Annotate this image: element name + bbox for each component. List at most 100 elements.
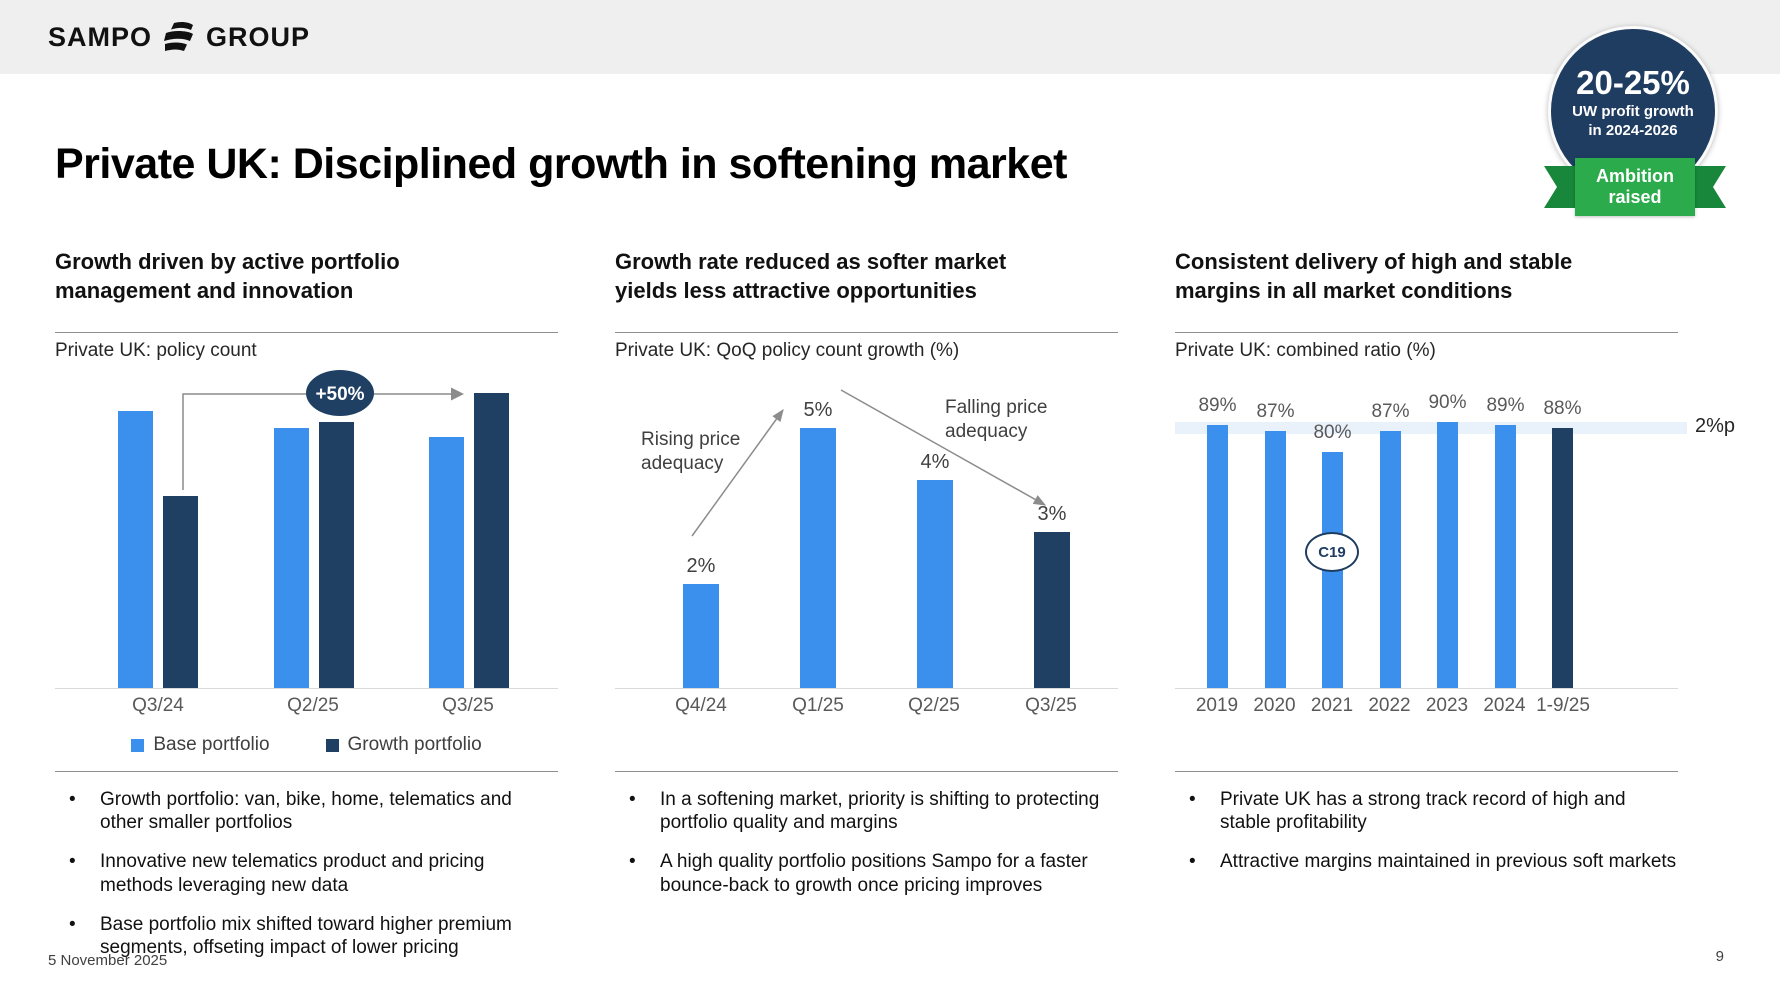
badge-value: 20-25% [1576,64,1690,101]
bar [319,422,354,688]
divider [1175,771,1678,772]
x-axis-label: Q3/25 [1025,695,1077,716]
bullet: A high quality portfolio positions Sampo… [629,850,1118,896]
combined-ratio-chart: 89% 87% 80% 87% 90% 89% 88% 2%p C19 [1175,368,1735,689]
column-3-bullets: Private UK has a strong track record of … [1175,788,1678,874]
header-band [0,0,1780,74]
legend-item-base-portfolio: Base portfolio [131,734,270,756]
chart-3-label: Private UK: combined ratio (%) [1175,340,1436,361]
bar-value-label: 5% [803,399,833,421]
ambition-ribbon: Ambition raised [1544,158,1726,216]
divider [615,771,1118,772]
chart-1-legend: Base portfolio Growth portfolio [55,719,558,771]
column-policy-count: Growth driven by active portfolio manage… [55,248,558,975]
bullet: Private UK has a strong track record of … [1189,788,1678,834]
divider [55,771,558,772]
badge-subtitle-1: UW profit growth [1572,102,1694,120]
bar [1380,431,1401,688]
bullet: Base portfolio mix shifted toward higher… [69,913,558,959]
bar [1034,532,1070,688]
bar [474,393,509,688]
sampo-group-logo: SAMPO GROUP [48,20,310,54]
page-title: Private UK: Disciplined growth in soften… [55,140,1067,188]
svg-text:+50%: +50% [315,384,364,405]
bar [429,437,464,688]
bar [1207,425,1228,688]
bar-value-label: 89% [1198,395,1237,416]
bar [163,496,198,688]
x-axis-label: Q2/25 [908,695,960,716]
divider [615,332,1118,333]
chart-annotation-overlay [691,389,1047,537]
chart-3-legend-spacer [1175,719,1678,771]
bar-value-label: 90% [1428,392,1467,413]
x-axis-label: Q1/25 [792,695,844,716]
covid-19-marker: C19 [1305,532,1359,572]
bar-value-label: 3% [1037,503,1067,525]
sampo-s-icon [162,20,196,54]
chart-1-label: Private UK: policy count [55,340,257,361]
divider [55,332,558,333]
x-axis-label: Q4/24 [675,695,727,716]
column-2-heading: Growth rate reduced as softer market yie… [615,249,1007,303]
bar-value-label: 89% [1486,395,1525,416]
x-axis-label: 2022 [1368,695,1411,716]
bar [1495,425,1516,688]
legend-label-base: Base portfolio [153,734,270,755]
ambition-badge: 20-25% UW profit growth in 2024-2026 Amb… [1544,24,1728,220]
legend-swatch-growth [325,738,339,752]
bar [118,411,153,688]
divider [1175,332,1678,333]
qoq-growth-chart: 2% 5% 4% 3% Rising price adequacy Falling pri… [615,368,1118,689]
column-2-bullets: In a softening market, priority is shift… [615,788,1118,897]
bar [274,428,309,688]
policy-count-chart: +50% [55,368,558,689]
bullet: In a softening market, priority is shift… [629,788,1118,834]
bullet: Growth portfolio: van, bike, home, telem… [69,788,558,834]
bar-value-label: 2% [686,555,716,577]
bar [800,428,836,688]
chart-1-x-axis: Q3/24 Q2/25 Q3/25 [55,689,558,719]
column-qoq-growth: Growth rate reduced as softer market yie… [615,248,1118,975]
badge-subtitle-2: in 2024-2026 [1588,122,1678,140]
chart-2-x-axis: Q4/24 Q1/25 Q2/25 Q3/25 [615,689,1118,719]
x-axis-label: 2020 [1253,695,1296,716]
column-1-bullets: Growth portfolio: van, bike, home, telem… [55,788,558,959]
chart-2-label: Private UK: QoQ policy count growth (%) [615,340,960,361]
bar-value-label: 87% [1371,401,1410,422]
logo-text-group: GROUP [206,21,311,52]
ribbon-line-1: Ambition [1596,166,1674,187]
bar [917,480,953,688]
column-3-heading: Consistent delivery of high and stable m… [1175,249,1573,303]
x-axis-label: Q3/25 [442,695,494,716]
ribbon-banner: Ambition raised [1575,158,1695,216]
bar-value-label: 4% [920,451,950,473]
x-axis-label: 1-9/25 [1536,695,1590,716]
annotation-falling-price-adequacy: Falling price adequacy [945,397,1048,442]
bar [1437,422,1458,688]
footer-date: 5 November 2025 [48,952,168,969]
legend-swatch-base [131,738,145,752]
x-axis-label: Q3/24 [132,695,184,716]
bar-value-label: 80% [1313,422,1352,443]
ambition-badge-circle: 20-25% UW profit growth in 2024-2026 [1548,26,1718,196]
x-axis-label: Q2/25 [287,695,339,716]
x-axis-label: 2019 [1195,695,1239,716]
page-number: 9 [1715,948,1724,965]
x-axis-label: 2024 [1483,695,1526,716]
content-columns: Growth driven by active portfolio manage… [55,248,1735,975]
bullet: Attractive margins maintained in previou… [1189,850,1678,873]
legend-label-growth: Growth portfolio [347,734,482,755]
band-label-2pp: 2%p [1695,415,1736,437]
logo-text-sampo: SAMPO [48,21,153,52]
bar [1552,428,1573,688]
bar-value-label: 88% [1543,398,1582,419]
bar [1265,431,1286,688]
bar [683,584,719,688]
chart-annotation-overlay: +50% [182,370,464,490]
chart-2-legend-spacer [615,719,1118,771]
annotation-rising-price-adequacy: Rising price adequacy [641,429,741,474]
column-1-heading: Growth driven by active portfolio manage… [55,249,400,303]
chart-3-x-axis: 2019 2020 2021 2022 2023 2024 1-9/25 [1175,689,1678,719]
